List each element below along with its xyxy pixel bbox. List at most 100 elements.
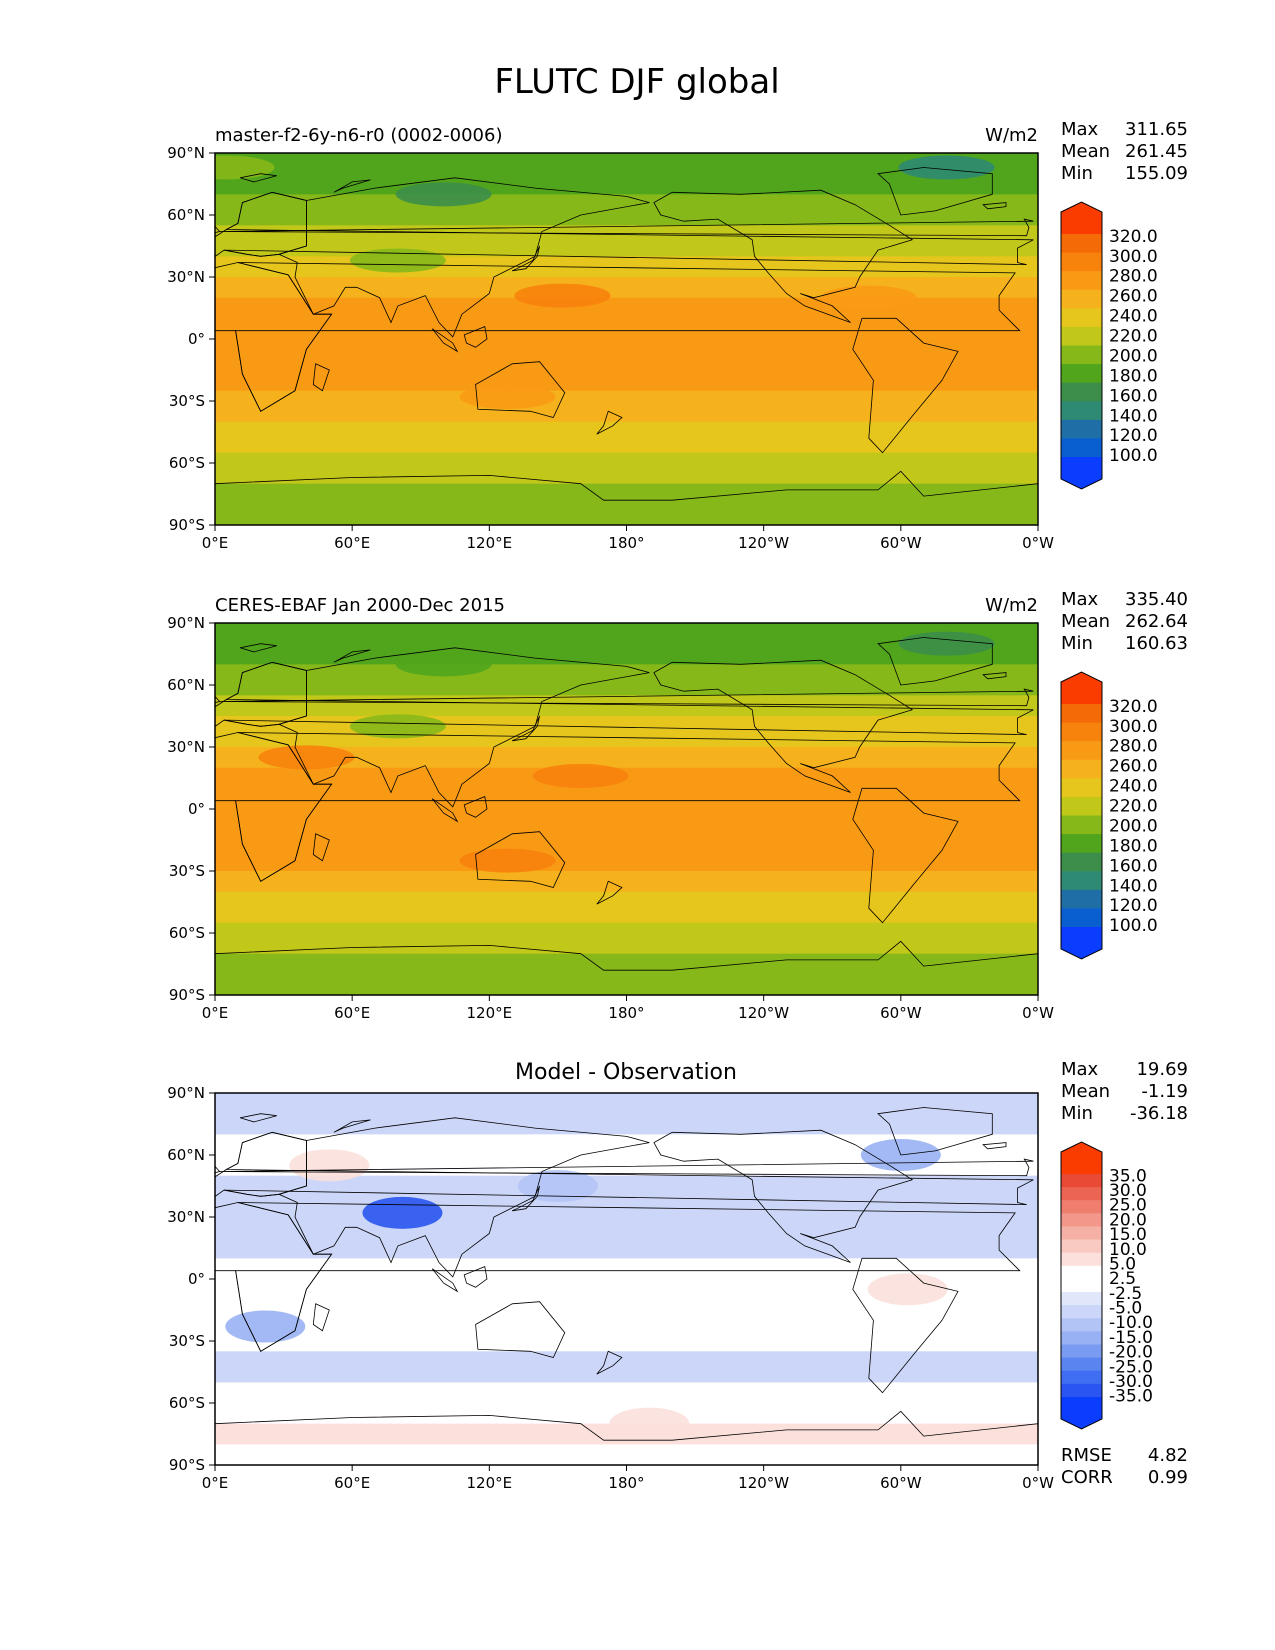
coastline-antarctica <box>215 940 1038 995</box>
colorbar-swatch <box>1061 834 1102 854</box>
field-band <box>215 902 1038 913</box>
coastline-australia <box>475 361 566 418</box>
panel-model-units: W/m2 <box>985 125 1038 146</box>
coastline-novaya-zemlya <box>333 1119 371 1133</box>
stat-min-value: 160.63 <box>1125 633 1188 654</box>
panel-diff-title: Model - Observation <box>515 1060 737 1085</box>
field-band <box>215 984 1038 995</box>
x-tick-label: 120°W <box>738 1004 789 1022</box>
colorbar-swatch <box>1061 1318 1102 1332</box>
colorbar-swatch <box>1061 289 1102 309</box>
colorbar-swatch <box>1061 252 1102 272</box>
coastline-uk <box>215 695 221 704</box>
field-band <box>215 757 1038 769</box>
colorbar-swatch <box>1061 815 1102 835</box>
colorbar-swatch <box>1061 1292 1102 1306</box>
colorbar-level-label: 100.0 <box>1109 446 1158 466</box>
coastline-south-america <box>852 317 959 454</box>
figure-title: FLUTC DJF global <box>494 62 779 102</box>
coastline-asia <box>277 647 650 808</box>
coastline-uk <box>215 225 221 234</box>
field-band <box>215 1279 1038 1290</box>
panel-diff-x-ticks: 0°E 60°E 120°E 180° 120°W 60°W 0°W <box>202 1465 1054 1492</box>
field-band <box>215 964 1038 975</box>
stat-rmse-value: 4.82 <box>1148 1445 1188 1466</box>
colorbar-swatch <box>1061 741 1102 761</box>
x-tick-label: 120°E <box>467 1004 513 1022</box>
field-band <box>215 860 1038 872</box>
stat-mean-label: Mean <box>1061 141 1110 162</box>
colorbar-swatch <box>1061 1370 1102 1385</box>
y-tick-label: 90°S <box>169 516 205 534</box>
field-band <box>215 463 1038 474</box>
coastline-iceland <box>982 202 1007 210</box>
coastline-greenland <box>877 637 993 686</box>
panel-model-stats: Max 311.65 Mean 261.45 Min 155.09 <box>1061 119 1188 184</box>
x-tick-label: 60°E <box>334 1474 370 1492</box>
field-band <box>215 173 1038 185</box>
colorbar-level-label: 260.0 <box>1109 287 1158 307</box>
colorbar-extend-min <box>1061 1397 1102 1429</box>
coastline-australia <box>475 1301 566 1358</box>
colorbar-outline <box>1060 201 1103 490</box>
panel-model-y-ticks: 90°N 60°N 30°N 0° 30°S 60°S 90°S <box>167 144 215 534</box>
coastline-australia <box>475 831 566 888</box>
coastline-antarctica <box>215 1410 1038 1465</box>
colorbar-swatch <box>1061 908 1102 928</box>
field-band <box>215 850 1038 862</box>
colorbar-level-label: -10.0 <box>1109 1313 1153 1333</box>
field-band <box>215 1144 1038 1156</box>
coastline-africa <box>215 262 333 412</box>
field-anomaly <box>349 714 446 739</box>
field-band <box>215 664 1038 676</box>
field-anomaly <box>867 1273 948 1306</box>
field-band <box>215 1103 1038 1115</box>
stat-mean-value: 262.64 <box>1125 611 1188 632</box>
x-tick-label: 120°W <box>738 1474 789 1492</box>
colorbar-swatch <box>1061 871 1102 891</box>
field-band <box>215 705 1038 717</box>
colorbar-level-label: -20.0 <box>1109 1343 1153 1363</box>
field-band <box>215 204 1038 216</box>
panel-obs-y-ticks: 90°N 60°N 30°N 0° 30°S 60°S 90°S <box>167 614 215 1004</box>
field-anomaly <box>532 763 629 788</box>
field-band <box>215 215 1038 226</box>
field-anomaly <box>459 848 556 873</box>
x-tick-label: 0°E <box>202 1474 229 1492</box>
field-band <box>215 643 1038 655</box>
colorbar-swatch <box>1061 778 1102 798</box>
colorbar-level-label: 220.0 <box>1109 327 1158 347</box>
field-band <box>215 1310 1038 1321</box>
colorbar-swatch <box>1061 271 1102 291</box>
field-band <box>215 494 1038 505</box>
y-tick-label: 90°S <box>169 1456 205 1474</box>
panel-model-field <box>215 153 1038 525</box>
panel-obs-field <box>215 623 1038 995</box>
x-tick-label: 60°E <box>334 1004 370 1022</box>
colorbar-swatch <box>1061 1305 1102 1319</box>
colorbar-extend-min <box>1061 927 1102 959</box>
colorbar-level-label: 15.0 <box>1109 1225 1147 1245</box>
panel-diff-field <box>215 1093 1038 1465</box>
coastline-japan <box>512 1185 540 1212</box>
stat-max-label: Max <box>1061 1059 1099 1080</box>
coastline-sumatra <box>431 1268 459 1293</box>
field-band <box>215 287 1038 299</box>
colorbar-level-label: 100.0 <box>1109 916 1158 936</box>
field-anomaly <box>258 745 355 770</box>
field-band <box>215 840 1038 851</box>
field-anomaly <box>215 155 275 180</box>
field-band <box>215 1175 1038 1187</box>
colorbar-level-label: 280.0 <box>1109 737 1158 757</box>
field-anomaly <box>349 248 446 273</box>
colorbar-level-label: -5.0 <box>1109 1299 1142 1319</box>
field-band <box>215 1403 1038 1414</box>
field-band <box>215 953 1038 965</box>
stat-rmse-label: RMSE <box>1061 1445 1112 1466</box>
field-band <box>215 736 1038 748</box>
colorbar-level-label: 200.0 <box>1109 346 1158 366</box>
colorbar-swatch <box>1061 419 1102 439</box>
field-band <box>215 432 1038 443</box>
field-band <box>215 695 1038 707</box>
panel-model-colorbar: 320.0300.0280.0260.0240.0220.0200.0180.0… <box>1060 201 1158 490</box>
